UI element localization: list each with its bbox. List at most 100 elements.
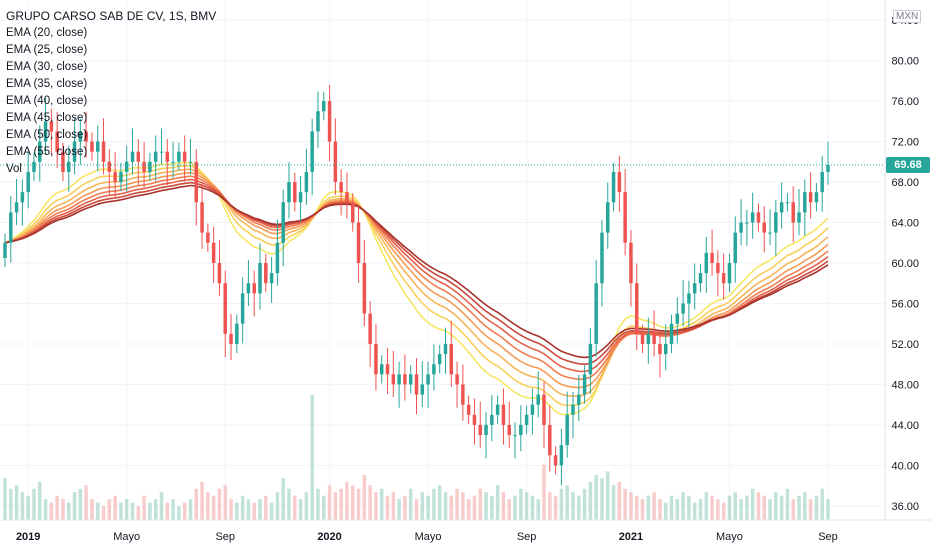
volume-bar (368, 485, 372, 520)
volume-bar (692, 502, 697, 520)
candle (501, 388, 506, 445)
candle-body (432, 364, 436, 375)
volume-bar (136, 506, 141, 520)
candle (814, 183, 819, 212)
volume-bar (293, 495, 297, 520)
volume-bar (211, 495, 216, 520)
volume-bar (38, 481, 42, 520)
volume-bar (687, 495, 691, 520)
volume-bar (791, 499, 795, 520)
candle (536, 371, 540, 418)
candle (513, 422, 517, 459)
time-tick-label: Sep (517, 531, 537, 543)
candle (43, 98, 48, 155)
currency-label[interactable]: MXN (893, 10, 922, 23)
volume-bar (171, 499, 175, 520)
volume-bar (559, 488, 564, 520)
legend-ema-40[interactable]: EMA (40, close) (6, 95, 88, 107)
volume-bar (90, 499, 94, 520)
legend-ema-35[interactable]: EMA (35, close) (6, 78, 88, 90)
chart-legend: GRUPO CARSO SAB DE CV, 1S, BMV EMA (20, … (6, 8, 216, 178)
candle (588, 327, 593, 395)
candle-body (211, 242, 216, 263)
volume-bar (379, 488, 384, 520)
candle-body (26, 171, 30, 193)
candle-body (171, 161, 175, 163)
volume-bar (716, 499, 720, 520)
candle-body (588, 343, 593, 375)
candle (721, 253, 726, 300)
volume-bar (223, 485, 227, 520)
price-tick-label: 48.00 (891, 379, 919, 391)
volume-bar (316, 488, 320, 520)
volume-bar (745, 495, 749, 520)
volume-bar (594, 474, 598, 520)
candle-body (246, 283, 251, 294)
volume-bar (124, 499, 129, 520)
candle (408, 365, 413, 394)
candle (362, 239, 367, 327)
candle (716, 250, 720, 297)
candle (84, 111, 88, 158)
legend-ema-30[interactable]: EMA (30, close) (6, 61, 88, 73)
ema-line-35 (4, 171, 829, 389)
candle (808, 172, 813, 219)
volume-bar (762, 495, 766, 520)
price-tick-label: 40.00 (891, 460, 919, 472)
candle-body (733, 232, 738, 263)
legend-ema-25[interactable]: EMA (25, close) (6, 44, 88, 56)
volume-bar (571, 492, 575, 520)
candle (524, 405, 529, 435)
candle (432, 344, 436, 391)
volume-bar (275, 492, 280, 520)
candle (420, 361, 425, 408)
legend-ema-45[interactable]: EMA (45, close) (6, 112, 88, 124)
volume-bar (298, 499, 303, 520)
candle (803, 179, 807, 236)
candle-body (113, 171, 117, 183)
volume-bar (153, 499, 158, 520)
legend-ema-20[interactable]: EMA (20, close) (6, 27, 88, 39)
candle-body (374, 343, 378, 375)
candle (333, 118, 338, 195)
legend-volume[interactable]: Vol (6, 163, 22, 175)
candle-body (449, 343, 454, 375)
candle-body (20, 192, 25, 203)
candle (478, 401, 482, 448)
candle-body (635, 283, 639, 334)
candle (124, 145, 129, 192)
volume-bar (617, 481, 622, 520)
candle (640, 324, 645, 354)
candle (594, 259, 598, 357)
candle-body (582, 374, 587, 395)
candle-body (692, 283, 697, 294)
candle-body (513, 435, 517, 437)
time-tick-label: 2019 (16, 531, 40, 543)
candle (188, 138, 193, 175)
symbol-title[interactable]: GRUPO CARSO SAB DE CV, 1S, BMV (6, 9, 217, 23)
volume-bar (229, 499, 233, 520)
chart-grid (0, 0, 885, 520)
candle-body (339, 182, 343, 193)
candle (779, 182, 784, 229)
candle (264, 253, 268, 293)
legend-ema-55[interactable]: EMA (55, close) (6, 146, 88, 158)
volume-bar (95, 502, 100, 520)
ema-line-50 (4, 181, 829, 366)
candle (571, 392, 575, 439)
price-tick-label: 52.00 (891, 339, 919, 351)
candle (171, 142, 175, 178)
legend-ema-50[interactable]: EMA (50, close) (6, 129, 88, 141)
price-tick-label: 36.00 (891, 501, 919, 513)
candle (704, 236, 709, 293)
volume-bars (3, 395, 830, 520)
candle (61, 142, 65, 182)
price-tick-label: 56.00 (891, 298, 919, 310)
volume-bar (206, 492, 210, 520)
candle-body (565, 414, 569, 446)
candle-body (768, 232, 772, 234)
volume-bar (148, 502, 152, 520)
candle (246, 259, 251, 307)
candle-body (478, 424, 482, 436)
